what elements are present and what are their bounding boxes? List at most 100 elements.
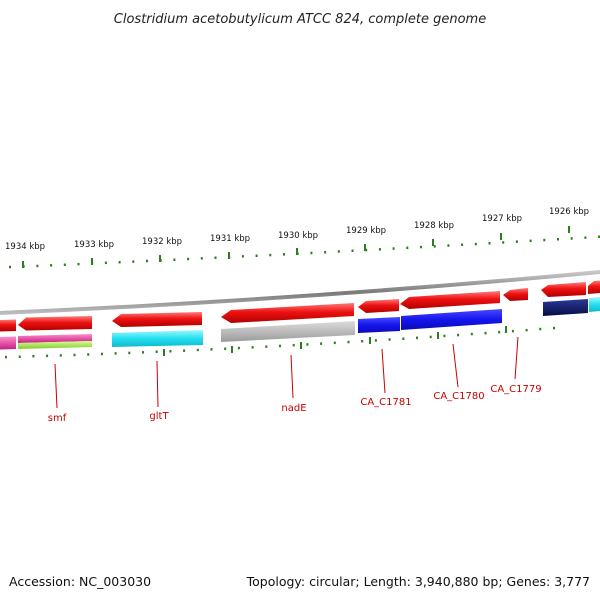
scale-minor-dot — [36, 264, 39, 268]
inner-scale-minor-dot — [142, 351, 144, 354]
gene-arrow-right-2[interactable] — [588, 280, 600, 295]
feature-block-nadE-gray[interactable] — [221, 321, 355, 342]
inner-scale-minor-dot — [18, 355, 21, 358]
scale-minor-dot — [488, 242, 491, 245]
gene-label-nadE[interactable]: nadE — [281, 403, 306, 414]
inner-scale-minor-dot — [237, 346, 240, 350]
scale-label-1927: 1927 kbp — [482, 214, 522, 224]
feature-track-colored — [0, 297, 600, 350]
feature-block-smf-magenta[interactable] — [18, 334, 92, 343]
inner-scale-tick-4 — [369, 337, 371, 344]
inner-scale-minor-dot — [265, 345, 268, 348]
scale-minor-dot — [214, 256, 217, 259]
gene-arrow-CA_C1779[interactable] — [503, 288, 528, 301]
inner-scale-tick-6 — [505, 326, 507, 333]
scale-minor-dot — [50, 264, 53, 267]
inner-scale-minor-dot — [320, 342, 323, 345]
feature-block-CA_C1780-blue[interactable] — [401, 309, 502, 330]
scale-minor-dot — [447, 244, 450, 247]
feature-block-navy[interactable] — [543, 299, 588, 316]
leader-smf — [54, 363, 58, 409]
scale-tick-1926 — [568, 226, 570, 233]
inner-scale-minor-dot — [511, 329, 514, 333]
scale-ruler: 1934 kbp 1933 kbp 1932 kbp 1931 kbp 1930… — [5, 207, 600, 269]
inner-scale-minor-dot — [87, 353, 90, 356]
gene-arrow-left-edge[interactable] — [0, 319, 16, 332]
scale-minor-dot — [461, 243, 464, 246]
gene-arrow-CA_C1780[interactable] — [400, 291, 500, 309]
scale-tick-1928 — [432, 239, 434, 246]
inner-scale-minor-dot — [457, 333, 460, 337]
inner-scale-dots — [5, 326, 555, 359]
scale-label-1926: 1926 kbp — [549, 207, 589, 217]
feature-block-smf-lime[interactable] — [18, 341, 92, 349]
scale-minor-dot — [420, 245, 422, 249]
gene-arrow-smf[interactable] — [18, 316, 92, 331]
leader-CA_C1780 — [452, 343, 459, 388]
inner-scale-tick-3 — [300, 342, 302, 349]
scale-minor-dot — [63, 263, 66, 266]
scale-minor-dot — [337, 250, 340, 253]
scale-minor-dot — [146, 259, 148, 263]
feature-block-magenta-left[interactable] — [0, 336, 16, 350]
scale-label-1928: 1928 kbp — [414, 221, 454, 231]
feature-block-CA_C1781-blue[interactable] — [358, 317, 400, 333]
inner-scale-tick-2 — [231, 346, 233, 353]
scale-minor-dot — [529, 239, 532, 243]
scale-minor-dot — [324, 251, 327, 254]
gene-track-red — [0, 280, 600, 332]
scale-tick-1933 — [91, 258, 93, 265]
gene-label-CA_C1779[interactable]: CA_C1779 — [490, 384, 541, 395]
scale-minor-dot — [392, 247, 395, 250]
scale-minor-dot — [104, 261, 107, 265]
scale-minor-dot — [200, 257, 203, 260]
scale-minor-dot — [255, 254, 258, 257]
inner-scale-minor-dot — [333, 341, 336, 345]
scale-tick-1929 — [364, 244, 366, 251]
scale-label-1933: 1933 kbp — [74, 240, 114, 250]
scale-label-1934: 1934 kbp — [5, 242, 45, 252]
scale-tick-1931 — [228, 252, 230, 259]
inner-scale-minor-dot — [114, 352, 117, 355]
inner-scale-minor-dot — [32, 355, 35, 358]
genome-summary-text: Topology: circular; Length: 3,940,880 bp… — [246, 574, 590, 589]
gene-arrow-gltT[interactable] — [112, 312, 202, 327]
inner-scale-minor-dot — [251, 346, 254, 349]
scale-minor-dot — [598, 235, 600, 238]
scale-tick-1927 — [500, 233, 502, 240]
inner-scale-tick-5 — [437, 332, 439, 339]
scale-tick-1932 — [159, 255, 161, 262]
feature-block-gltT-cyan[interactable] — [112, 330, 203, 347]
gene-label-CA_C1780[interactable]: CA_C1780 — [433, 391, 484, 402]
map-title: Clostridium acetobutylicum ATCC 824, com… — [114, 12, 486, 27]
inner-scale-minor-dot — [73, 353, 76, 357]
scale-minor-dot — [406, 246, 409, 250]
feature-block-cyan-right[interactable] — [589, 297, 600, 312]
scale-minor-dot — [515, 240, 518, 243]
gene-arrow-nadE[interactable] — [221, 303, 354, 323]
gene-arrow-CA_C1781[interactable] — [358, 299, 399, 313]
scale-label-1929: 1929 kbp — [346, 226, 386, 236]
genome-backbone — [0, 270, 600, 315]
inner-scale-minor-dot — [196, 348, 199, 352]
inner-scale-minor-dot — [470, 332, 473, 336]
inner-scale-minor-dot — [525, 328, 528, 332]
gene-label-CA_C1781[interactable]: CA_C1781 — [360, 397, 411, 408]
inner-scale-minor-dot — [443, 334, 446, 338]
inner-scale-minor-dot — [306, 343, 309, 346]
inner-scale-minor-dot — [498, 330, 501, 334]
scale-minor-dot — [502, 241, 505, 244]
scale-minor-dot — [310, 251, 313, 255]
scale-minor-dot — [557, 238, 559, 241]
inner-scale-minor-dot — [553, 326, 555, 330]
scale-minor-dot — [378, 248, 381, 251]
gene-label-gltT[interactable]: gltT — [149, 411, 169, 422]
gene-arrow-right-1[interactable] — [541, 282, 586, 297]
inner-scale-minor-dot — [374, 339, 377, 342]
scale-minor-dot — [433, 245, 436, 248]
gene-label-smf[interactable]: smf — [48, 413, 67, 424]
inner-scale-minor-dot — [416, 336, 418, 340]
scale-label-1932: 1932 kbp — [142, 237, 182, 247]
gene-labels: smf gltT nadE CA_C1781 CA_C1780 CA_C1779 — [48, 384, 542, 424]
